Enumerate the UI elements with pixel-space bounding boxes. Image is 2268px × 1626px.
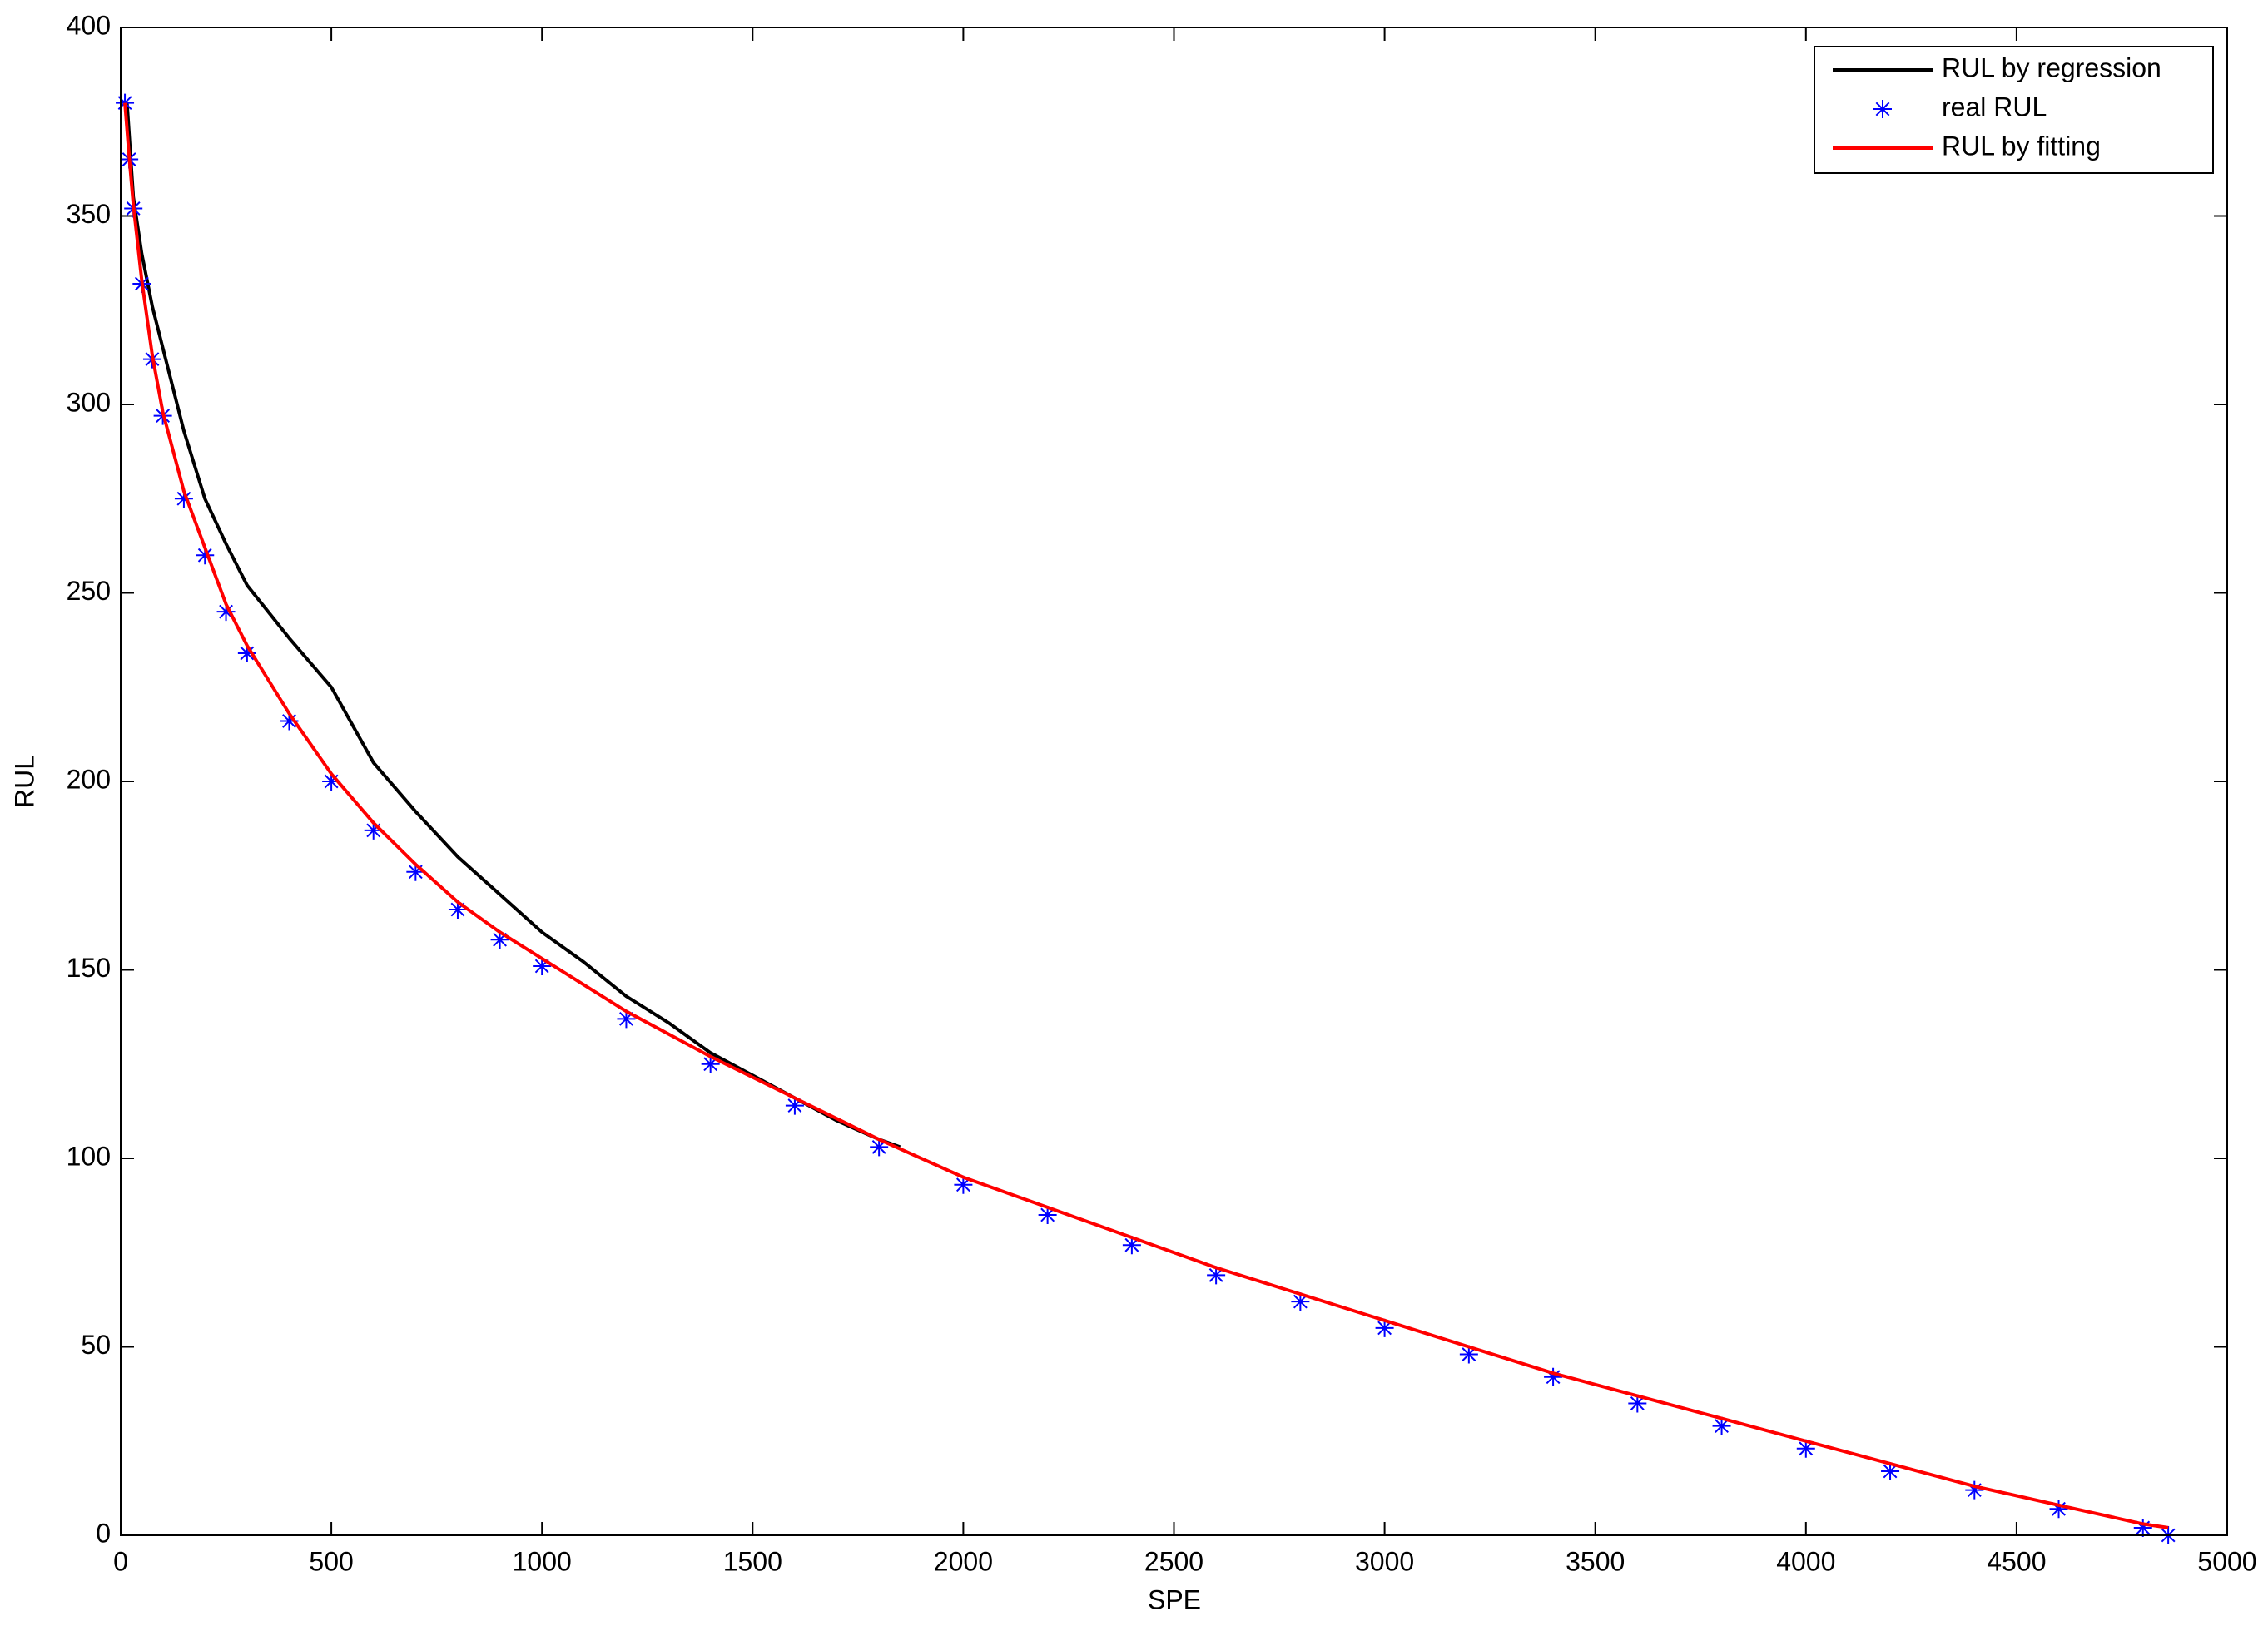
y-tick-label: 300 xyxy=(67,387,111,417)
x-tick-label: 1000 xyxy=(513,1546,572,1576)
x-tick-label: 4500 xyxy=(1987,1546,2046,1576)
marker xyxy=(954,1175,973,1194)
marker xyxy=(870,1138,889,1157)
y-tick-label: 250 xyxy=(67,576,111,606)
x-tick-label: 4000 xyxy=(1776,1546,1835,1576)
legend-label: RUL by regression xyxy=(1942,52,2161,82)
x-tick-label: 500 xyxy=(309,1546,353,1576)
marker xyxy=(1628,1394,1647,1413)
marker xyxy=(617,1009,636,1029)
marker xyxy=(2049,1500,2068,1519)
marker xyxy=(1375,1318,1394,1337)
marker xyxy=(1796,1439,1815,1458)
y-tick-label: 100 xyxy=(67,1141,111,1171)
x-axis-label: SPE xyxy=(1148,1584,1201,1614)
x-tick-label: 2000 xyxy=(934,1546,993,1576)
marker xyxy=(196,546,215,565)
marker xyxy=(1544,1367,1563,1386)
marker xyxy=(1122,1236,1141,1255)
marker xyxy=(785,1096,804,1115)
x-tick-label: 3000 xyxy=(1355,1546,1414,1576)
marker xyxy=(116,93,135,112)
x-tick-label: 2500 xyxy=(1144,1546,1203,1576)
marker xyxy=(2133,1518,2152,1537)
y-tick-label: 350 xyxy=(67,199,111,229)
line xyxy=(123,102,2169,1529)
marker xyxy=(1881,1461,1900,1480)
x-tick-label: 1500 xyxy=(723,1546,782,1576)
marker xyxy=(322,772,341,791)
y-tick-label: 200 xyxy=(67,764,111,794)
marker xyxy=(701,1054,720,1073)
marker xyxy=(1291,1292,1310,1311)
marker xyxy=(237,643,256,662)
marker xyxy=(1207,1266,1226,1285)
marker xyxy=(174,489,193,508)
legend-label: real RUL xyxy=(1942,92,2047,121)
plot-frame xyxy=(120,27,2228,1536)
marker xyxy=(406,862,425,881)
x-tick-label: 5000 xyxy=(2197,1546,2256,1576)
marker xyxy=(280,711,299,731)
legend-label: RUL by fitting xyxy=(1942,131,2101,161)
marker xyxy=(364,820,383,840)
marker xyxy=(533,956,552,975)
y-tick-label: 150 xyxy=(67,953,111,983)
legend-marker xyxy=(1873,100,1892,118)
marker xyxy=(216,602,236,622)
marker xyxy=(490,930,509,949)
marker xyxy=(448,900,467,920)
marker xyxy=(1712,1416,1731,1435)
line xyxy=(125,102,901,1149)
y-tick-label: 0 xyxy=(96,1518,111,1548)
y-axis-label: RUL xyxy=(9,755,39,808)
x-tick-label: 3500 xyxy=(1566,1546,1625,1576)
marker xyxy=(1038,1205,1057,1224)
y-tick-label: 400 xyxy=(67,10,111,40)
y-tick-label: 50 xyxy=(81,1330,111,1360)
marker xyxy=(1459,1345,1478,1364)
x-tick-label: 0 xyxy=(113,1546,128,1576)
marker xyxy=(1965,1480,1984,1500)
